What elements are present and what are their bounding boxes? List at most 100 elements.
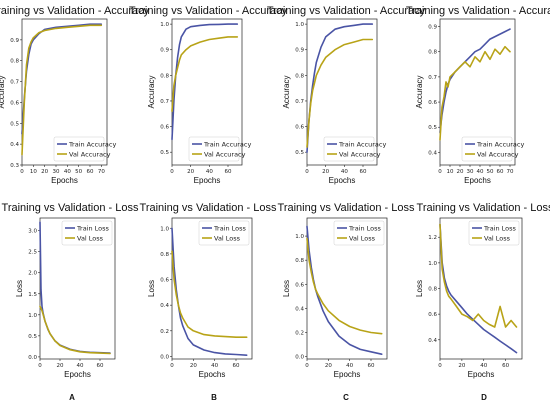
x-tick-label: 70 bbox=[98, 169, 105, 175]
x-axis-label: Epochs bbox=[64, 370, 91, 379]
series-line-train bbox=[439, 28, 511, 134]
y-tick-label: 0.6 bbox=[160, 125, 169, 131]
y-tick-label: 0.5 bbox=[10, 121, 19, 127]
legend-label: Val Loss bbox=[349, 234, 376, 242]
series-line-val bbox=[21, 24, 103, 156]
x-axis-label: Epochs bbox=[194, 176, 221, 185]
y-tick-label: 2.5 bbox=[28, 250, 37, 256]
chart-title: Training vs Validation - Accuracy bbox=[267, 5, 426, 17]
legend: Train Accuracy Val Accuracy bbox=[188, 136, 251, 162]
y-tick-label: 0.7 bbox=[295, 99, 304, 105]
panel-letter-d: D bbox=[481, 393, 487, 402]
y-tick-label: 0.0 bbox=[160, 354, 169, 360]
x-tick-label: 20 bbox=[325, 363, 332, 369]
legend-box bbox=[461, 136, 513, 162]
chart-title: Training vs Validation - Accuracy bbox=[406, 5, 550, 17]
x-tick-label: 60 bbox=[97, 363, 104, 369]
x-tick-label: 60 bbox=[502, 363, 509, 369]
x-axis-label: Epochs bbox=[464, 176, 491, 185]
series-line-val bbox=[439, 223, 518, 328]
x-tick-label: 40 bbox=[77, 363, 84, 369]
chart-title: Training vs Validation - Loss bbox=[417, 202, 550, 214]
x-tick-label: 20 bbox=[57, 363, 64, 369]
x-tick-label: 40 bbox=[480, 363, 487, 369]
x-tick-label: 0 bbox=[438, 169, 442, 175]
chart-title: Training vs Validation - Accuracy bbox=[129, 5, 288, 17]
legend-label: Val Loss bbox=[214, 234, 241, 242]
x-tick-label: 60 bbox=[368, 363, 375, 369]
y-tick-label: 0.5 bbox=[428, 125, 437, 131]
y-tick-label: 0.4 bbox=[295, 306, 304, 312]
x-tick-label: 40 bbox=[341, 169, 348, 175]
legend-box bbox=[188, 136, 240, 162]
y-axis-label: Loss bbox=[282, 280, 291, 297]
x-tick-label: 20 bbox=[457, 169, 464, 175]
y-axis-label: Loss bbox=[147, 280, 156, 297]
x-tick-label: 70 bbox=[507, 169, 514, 175]
y-tick-label: 0.8 bbox=[428, 287, 437, 293]
y-tick-label: 0.7 bbox=[10, 80, 19, 86]
y-tick-label: 1.0 bbox=[160, 22, 169, 28]
legend-label: Train Loss bbox=[348, 224, 382, 232]
x-axis-label: Epochs bbox=[199, 370, 226, 379]
y-tick-label: 0.9 bbox=[160, 48, 169, 54]
x-tick-label: 60 bbox=[497, 169, 504, 175]
x-tick-label: 60 bbox=[233, 363, 240, 369]
y-tick-label: 0.8 bbox=[295, 258, 304, 264]
chart-title: Training vs Validation - Loss bbox=[2, 202, 139, 214]
x-tick-label: 20 bbox=[190, 363, 197, 369]
x-tick-label: 60 bbox=[87, 169, 94, 175]
panel-letter-b: B bbox=[211, 393, 217, 402]
y-tick-label: 1.2 bbox=[428, 235, 437, 241]
legend-label: Train Accuracy bbox=[476, 140, 524, 148]
x-tick-label: 20 bbox=[41, 169, 48, 175]
legend-label: Val Accuracy bbox=[477, 150, 519, 158]
y-tick-label: 0.8 bbox=[160, 252, 169, 258]
x-tick-label: 20 bbox=[187, 169, 194, 175]
y-tick-label: 0.0 bbox=[295, 355, 304, 361]
x-tick-label: 40 bbox=[477, 169, 484, 175]
chart-title: Training vs Validation - Loss bbox=[278, 202, 415, 214]
chart-panel-7: Training vs Validation - Loss 0.0 0.2 0.4 0.… bbox=[278, 202, 415, 379]
y-axis-label: Accuracy bbox=[147, 76, 156, 109]
legend-box bbox=[198, 220, 250, 246]
series-line-val bbox=[439, 45, 511, 141]
chart-panel-1: Training vs Validation - Accuracy 0.3 0.4 0… bbox=[0, 5, 150, 185]
legend: Train Accuracy Val Accuracy bbox=[323, 136, 386, 162]
y-tick-label: 0.6 bbox=[295, 282, 304, 288]
y-tick-label: 0.9 bbox=[10, 38, 19, 44]
y-tick-label: 0.6 bbox=[428, 312, 437, 318]
y-tick-label: 0.7 bbox=[428, 75, 437, 81]
chart-panel-6: Training vs Validation - Loss 0.0 0.2 0.4 0.… bbox=[140, 202, 277, 379]
y-tick-label: 0.2 bbox=[295, 330, 304, 336]
legend-label: Train Accuracy bbox=[203, 140, 251, 148]
x-tick-label: 0 bbox=[438, 363, 442, 369]
x-tick-label: 50 bbox=[75, 169, 82, 175]
legend-label: Val Accuracy bbox=[204, 150, 246, 158]
y-axis-label: Accuracy bbox=[282, 76, 291, 109]
y-tick-label: 1.0 bbox=[295, 22, 304, 28]
legend-label: Val Accuracy bbox=[339, 150, 381, 158]
series-line-val bbox=[306, 38, 374, 148]
legend-box bbox=[323, 136, 375, 162]
y-tick-label: 0.3 bbox=[10, 163, 19, 169]
y-tick-label: 0.5 bbox=[28, 334, 37, 340]
x-tick-label: 0 bbox=[170, 363, 174, 369]
y-tick-label: 0.5 bbox=[295, 150, 304, 156]
y-tick-label: 0.0 bbox=[28, 355, 37, 361]
x-tick-label: 20 bbox=[458, 363, 465, 369]
y-axis-label: Accuracy bbox=[415, 76, 424, 109]
y-tick-label: 0.4 bbox=[428, 150, 437, 156]
legend: Train Accuracy Val Accuracy bbox=[461, 136, 524, 162]
y-tick-label: 3.0 bbox=[28, 229, 37, 235]
series-line-train bbox=[306, 225, 383, 356]
y-tick-label: 0.7 bbox=[160, 99, 169, 105]
x-axis-label: Epochs bbox=[329, 176, 356, 185]
y-tick-label: 0.8 bbox=[10, 59, 19, 65]
legend-label: Val Loss bbox=[484, 234, 511, 242]
legend-box bbox=[53, 136, 105, 162]
legend: Train Accuracy Val Accuracy bbox=[53, 136, 116, 162]
legend-label: Train Accuracy bbox=[68, 140, 116, 148]
y-axis-label: Loss bbox=[415, 280, 424, 297]
